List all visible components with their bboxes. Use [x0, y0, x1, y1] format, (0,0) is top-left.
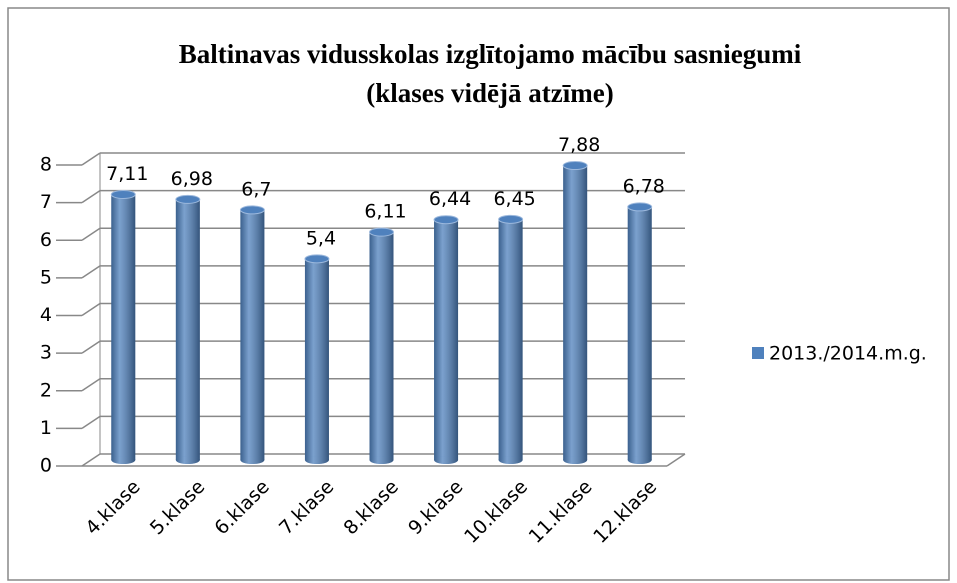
- bar-top: [498, 214, 524, 224]
- bar-bottom-shade: [498, 456, 523, 464]
- bar-top: [239, 205, 265, 215]
- bar-top: [433, 215, 459, 225]
- y-tick-label: 4: [40, 304, 52, 326]
- data-label: 6,78: [623, 175, 665, 197]
- bar-bottom-shade: [175, 456, 200, 464]
- data-label: 5,4: [306, 227, 336, 249]
- y-tick-label: 3: [40, 342, 52, 364]
- y-tick-label: 2: [40, 379, 52, 401]
- bar-top: [369, 227, 394, 237]
- chart-title: Baltinavas vidusskolas izglītojamo mācīb…: [179, 39, 802, 69]
- y-tick-label: 0: [40, 455, 52, 477]
- chart-border: [7, 7, 950, 581]
- data-label: 6,45: [493, 188, 535, 210]
- data-label: 7,88: [558, 134, 600, 156]
- bar-bottom-shade: [434, 456, 459, 464]
- legend-swatch: [752, 347, 764, 359]
- bar-top: [110, 189, 136, 199]
- bar-shade: [563, 165, 588, 460]
- bar-shade: [369, 232, 394, 460]
- grid-depth: [81, 453, 101, 467]
- grid-depth: [81, 415, 101, 429]
- bar-bottom-shade: [627, 456, 652, 464]
- bar-shade: [240, 209, 265, 460]
- y-tick-label: 5: [40, 266, 52, 288]
- bar-bottom-shade: [111, 456, 136, 464]
- grid-depth: [81, 340, 101, 354]
- y-tick-label: 8: [40, 154, 52, 176]
- bar-bottom-shade: [563, 456, 588, 464]
- grid-depth: [81, 227, 101, 241]
- bar-bottom-shade: [240, 456, 265, 464]
- grid-depth: [81, 152, 101, 166]
- bar-bottom-shade: [304, 456, 329, 464]
- axis-line: [666, 453, 686, 467]
- bar-shade: [434, 219, 459, 460]
- chart-subtitle: (klases vidējā atzīme): [366, 78, 613, 108]
- bar-shade: [627, 206, 652, 460]
- bar-top: [175, 194, 201, 204]
- bar-shade: [304, 258, 329, 460]
- bar-top: [627, 202, 653, 212]
- data-label: 6,98: [171, 168, 213, 190]
- grid-depth: [81, 302, 101, 317]
- grid-depth: [81, 378, 101, 392]
- data-label: 6,11: [364, 201, 406, 223]
- data-label: 6,44: [429, 188, 471, 210]
- bar-top: [304, 254, 330, 264]
- y-tick-label: 1: [40, 417, 52, 439]
- bar-bottom-shade: [369, 456, 394, 464]
- data-label: 6,7: [241, 178, 271, 200]
- legend-label: 2013./2014.m.g.: [769, 343, 927, 365]
- bar-top: [562, 161, 588, 171]
- y-tick-label: 7: [40, 191, 52, 213]
- data-label: 7,11: [106, 163, 148, 185]
- y-tick-label: 6: [40, 229, 52, 251]
- grid-depth: [81, 265, 101, 279]
- bar-shade: [175, 199, 200, 460]
- grid-depth: [81, 190, 101, 204]
- bar-shade: [498, 219, 523, 460]
- bar-shade: [111, 194, 136, 460]
